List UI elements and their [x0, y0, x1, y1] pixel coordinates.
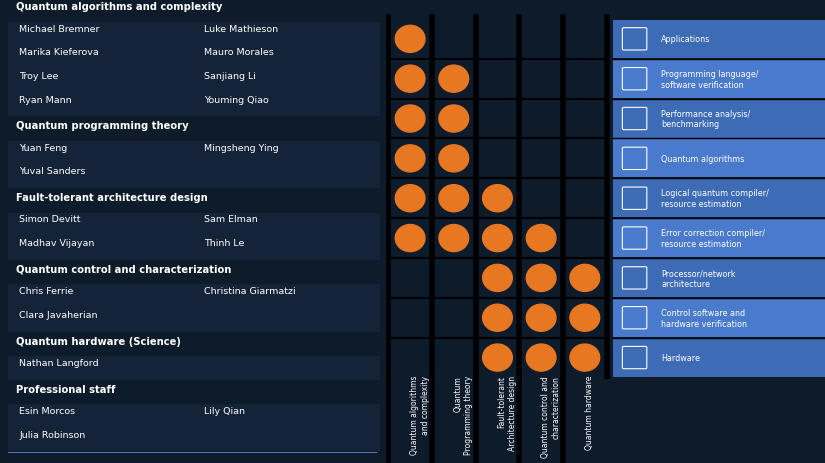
Text: Quantum control and
characterization: Quantum control and characterization: [541, 375, 560, 457]
FancyBboxPatch shape: [613, 21, 825, 59]
Circle shape: [395, 185, 425, 213]
Circle shape: [395, 26, 425, 53]
Text: Processor/network
architecture: Processor/network architecture: [661, 269, 736, 288]
Text: Nathan Langford: Nathan Langford: [20, 358, 99, 367]
FancyBboxPatch shape: [613, 140, 825, 178]
Text: Logical quantum compiler/
resource estimation: Logical quantum compiler/ resource estim…: [661, 189, 769, 209]
Text: Madhav Vijayan: Madhav Vijayan: [20, 238, 95, 248]
Text: Quantum
Programming theory: Quantum Programming theory: [454, 375, 474, 454]
Circle shape: [395, 145, 425, 173]
Text: Julia Robinson: Julia Robinson: [20, 430, 86, 438]
Text: Clara Javaherian: Clara Javaherian: [20, 310, 98, 319]
Text: Hardware: Hardware: [661, 353, 700, 362]
Text: Fault-tolerant architecture design: Fault-tolerant architecture design: [16, 193, 207, 203]
FancyBboxPatch shape: [613, 219, 825, 257]
FancyBboxPatch shape: [613, 180, 825, 218]
Circle shape: [570, 344, 600, 371]
Circle shape: [439, 225, 469, 252]
Text: Thinh Le: Thinh Le: [204, 238, 244, 248]
Circle shape: [483, 305, 512, 332]
Circle shape: [439, 106, 469, 133]
Circle shape: [526, 305, 556, 332]
Text: Marika Kieferova: Marika Kieferova: [20, 48, 99, 57]
Circle shape: [526, 225, 556, 252]
Circle shape: [395, 66, 425, 93]
Circle shape: [570, 305, 600, 332]
FancyBboxPatch shape: [613, 299, 825, 337]
Circle shape: [439, 66, 469, 93]
Text: Quantum algorithms
and complexity: Quantum algorithms and complexity: [410, 375, 430, 454]
Circle shape: [483, 344, 512, 371]
Text: Quantum algorithms: Quantum algorithms: [661, 155, 744, 163]
Circle shape: [526, 265, 556, 292]
Text: Chris Ferrie: Chris Ferrie: [20, 287, 74, 295]
Text: Mauro Morales: Mauro Morales: [204, 48, 273, 57]
Text: Troy Lee: Troy Lee: [20, 72, 59, 81]
FancyBboxPatch shape: [613, 100, 825, 138]
FancyBboxPatch shape: [613, 339, 825, 377]
Text: Lily Qian: Lily Qian: [204, 406, 244, 415]
Text: Youming Qiao: Youming Qiao: [204, 95, 268, 104]
Text: Esin Morcos: Esin Morcos: [20, 406, 76, 415]
Text: Quantum programming theory: Quantum programming theory: [16, 121, 188, 131]
Text: Quantum hardware (Science): Quantum hardware (Science): [16, 336, 181, 346]
Text: Christina Giarmatzi: Christina Giarmatzi: [204, 287, 295, 295]
Circle shape: [439, 145, 469, 173]
Text: Programming language/
software verification: Programming language/ software verificat…: [661, 69, 759, 89]
FancyBboxPatch shape: [8, 142, 380, 189]
FancyBboxPatch shape: [8, 23, 380, 117]
Text: Control software and
hardware verification: Control software and hardware verificati…: [661, 308, 747, 328]
FancyBboxPatch shape: [8, 356, 380, 380]
Text: Error correction compiler/
resource estimation: Error correction compiler/ resource esti…: [661, 229, 766, 248]
Circle shape: [395, 106, 425, 133]
FancyBboxPatch shape: [8, 404, 380, 451]
Text: Quantum control and characterization: Quantum control and characterization: [16, 264, 231, 274]
Circle shape: [483, 225, 512, 252]
FancyBboxPatch shape: [613, 61, 825, 99]
Circle shape: [483, 185, 512, 213]
Text: Yuval Sanders: Yuval Sanders: [20, 167, 86, 176]
Text: Performance analysis/
benchmarking: Performance analysis/ benchmarking: [661, 109, 751, 129]
Circle shape: [570, 265, 600, 292]
Text: Luke Mathieson: Luke Mathieson: [204, 25, 278, 34]
Text: Michael Bremner: Michael Bremner: [20, 25, 100, 34]
Text: Quantum hardware: Quantum hardware: [585, 375, 594, 450]
FancyBboxPatch shape: [613, 259, 825, 297]
Text: Ryan Mann: Ryan Mann: [20, 95, 72, 104]
Text: Mingsheng Ying: Mingsheng Ying: [204, 144, 278, 152]
Circle shape: [483, 265, 512, 292]
Circle shape: [526, 344, 556, 371]
Text: Applications: Applications: [661, 35, 710, 44]
FancyBboxPatch shape: [8, 285, 380, 332]
Text: Simon Devitt: Simon Devitt: [20, 215, 81, 224]
Text: Professional staff: Professional staff: [16, 384, 116, 394]
Text: Quantum algorithms and complexity: Quantum algorithms and complexity: [16, 2, 222, 13]
Text: Yuan Feng: Yuan Feng: [20, 144, 68, 152]
Text: Fault-tolerant
Architecture design: Fault-tolerant Architecture design: [497, 375, 517, 450]
Circle shape: [395, 225, 425, 252]
Text: Sam Elman: Sam Elman: [204, 215, 257, 224]
Text: Sanjiang Li: Sanjiang Li: [204, 72, 256, 81]
Circle shape: [439, 185, 469, 213]
FancyBboxPatch shape: [8, 213, 380, 260]
